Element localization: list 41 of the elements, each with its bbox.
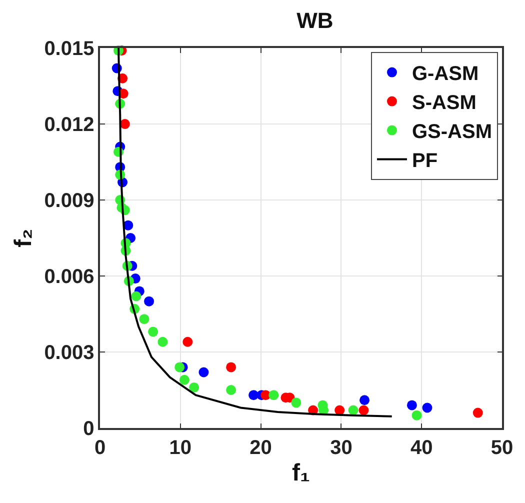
point (158, 336, 168, 347)
x-axis-title: f₁ (292, 460, 310, 487)
point (174, 362, 185, 372)
x-tick-label: 10 (169, 436, 192, 459)
point (360, 395, 370, 406)
legend-label: S-ASM (412, 92, 476, 114)
point (422, 402, 432, 413)
point (472, 408, 483, 418)
point (291, 398, 302, 408)
y-tick-label: 0.009 (44, 190, 94, 212)
point (144, 296, 154, 306)
legend-label: PF (412, 150, 438, 172)
point (358, 405, 369, 416)
y-tick-label: 0 (83, 418, 94, 440)
y-tick-label: 0.003 (44, 342, 94, 364)
point (268, 390, 279, 400)
point (179, 374, 190, 385)
legend-label: G-ASM (412, 63, 479, 86)
point (406, 400, 417, 410)
chart-title: WB (296, 8, 334, 33)
point (348, 405, 358, 416)
point (226, 385, 236, 395)
x-tick-label: 40 (410, 436, 433, 459)
point (131, 291, 142, 302)
y-tick-label: 0.006 (44, 266, 94, 288)
y-axis-title: f₂ (10, 228, 37, 248)
point (198, 367, 209, 378)
x-tick-label: 20 (250, 436, 272, 459)
x-tick-label: 50 (490, 436, 514, 459)
point (334, 405, 345, 416)
point (120, 119, 130, 129)
point (412, 410, 422, 420)
point (182, 336, 193, 347)
y-tick-label: 0.015 (44, 38, 94, 60)
point (189, 382, 200, 392)
point (226, 362, 236, 372)
point (139, 314, 150, 324)
legend-label: GS-ASM (412, 121, 492, 144)
y-tick-label: 0.012 (44, 114, 94, 136)
x-tick-label: 30 (330, 436, 352, 459)
point (148, 326, 158, 337)
